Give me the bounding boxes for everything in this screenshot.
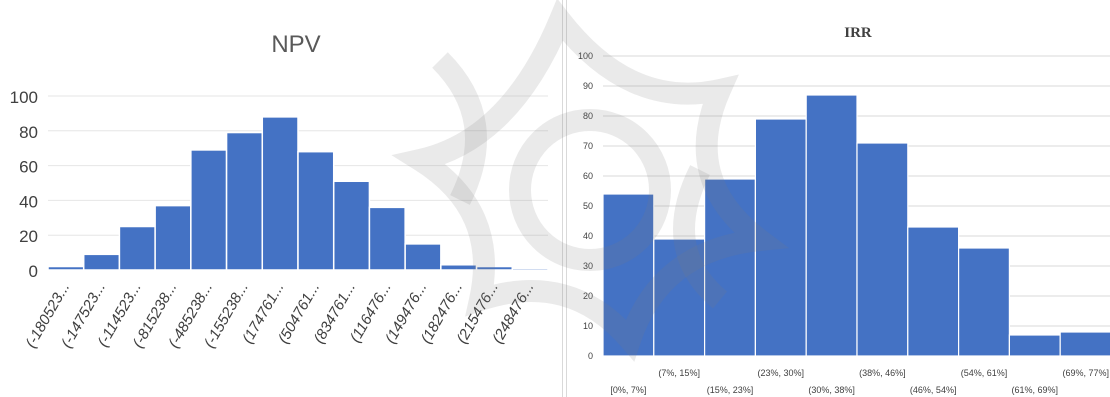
irr-y-tick-label: 0: [588, 351, 593, 361]
npv-chart: NPV 0 20 40 60 80 100 (-180523...(-147523...(…: [10, 31, 549, 351]
npv-bar: [82, 253, 121, 271]
npv-bar: [225, 131, 264, 271]
npv-bar: [297, 150, 335, 271]
npv-bar: [154, 204, 192, 271]
irr-y-tick-labels: 0 10 20 30 40 50 60 70 80 90 100: [578, 51, 593, 361]
npv-bar: [475, 265, 514, 271]
irr-y-tick-label: 50: [583, 201, 593, 211]
irr-bar: [805, 94, 858, 357]
irr-x-tick-label: [0%, 7%]: [610, 385, 646, 395]
irr-y-tick-label: 30: [583, 261, 593, 271]
npv-y-tick-label: 100: [10, 88, 38, 107]
irr-bar: [704, 178, 757, 357]
npv-bar: [511, 267, 549, 271]
irr-y-tick-label: 80: [583, 111, 593, 121]
npv-bar: [118, 225, 156, 271]
npv-bar: [368, 206, 406, 271]
irr-y-tick-label: 10: [583, 321, 593, 331]
irr-x-tick-label: (38%, 46%]: [859, 368, 906, 378]
npv-y-tick-label: 20: [19, 227, 38, 246]
irr-bar: [754, 118, 807, 357]
irr-bars: [602, 94, 1110, 357]
npv-bar: [190, 149, 228, 271]
npv-chart-panel: NPV 0 20 40 60 80 100 (-180523... (-147523...(…: [9, 0, 563, 397]
irr-y-tick-label: 70: [583, 141, 593, 151]
irr-bar: [653, 238, 706, 357]
irr-x-tick-labels: [0%, 7%] (7%, 15%] (15%, 23%] (23%, 30%](30…: [610, 368, 1109, 395]
irr-x-tick-label: (69%, 77%]: [1062, 368, 1109, 378]
irr-y-tick-label: 100: [578, 51, 593, 61]
npv-bar: [440, 264, 478, 271]
npv-y-tick-labels: 0 20 40 60 80 100: [10, 88, 38, 281]
npv-y-tick-label: 80: [19, 123, 38, 142]
irr-chart: IRR 0 10 20 30 40 50 60 70 80 90 100 [0%, 7%] (7%, …: [578, 25, 1110, 395]
npv-bar: [47, 265, 85, 271]
irr-bar: [602, 193, 655, 357]
irr-x-tick-label: (54%, 61%]: [961, 368, 1008, 378]
npv-x-tick-labels: (-180523...(-147523...(-114523...(-81523…: [22, 280, 537, 351]
irr-bar: [1008, 334, 1061, 357]
npv-y-tick-label: 40: [19, 192, 38, 211]
npv-bar: [404, 243, 442, 271]
irr-x-tick-label: (30%, 38%]: [808, 385, 855, 395]
irr-y-tick-label: 60: [583, 171, 593, 181]
irr-bar: [907, 226, 960, 357]
npv-y-tick-label: 60: [19, 158, 38, 177]
irr-bar: [1059, 331, 1110, 357]
irr-y-tick-label: 40: [583, 231, 593, 241]
irr-x-tick-label: (7%, 15%]: [658, 368, 700, 378]
npv-chart-title: NPV: [271, 31, 320, 58]
irr-chart-title: IRR: [844, 25, 872, 41]
irr-x-tick-label: (15%, 23%]: [707, 385, 754, 395]
irr-x-tick-label: (23%, 30%]: [758, 368, 805, 378]
irr-chart-panel: IRR 0 10 20 30 40 50 60 70 80 90 100 [0%, 7%] (7%, …: [566, 0, 1110, 397]
irr-y-tick-label: 90: [583, 81, 593, 91]
irr-bar: [856, 142, 909, 357]
npv-bar: [261, 116, 299, 271]
irr-bar: [958, 247, 1011, 357]
npv-y-tick-label: 0: [29, 262, 38, 281]
npv-bars: [47, 116, 549, 271]
npv-bar: [332, 180, 371, 271]
irr-x-tick-label: (46%, 54%]: [910, 385, 957, 395]
irr-x-tick-label: (61%, 69%]: [1012, 385, 1059, 395]
irr-y-tick-label: 20: [583, 291, 593, 301]
